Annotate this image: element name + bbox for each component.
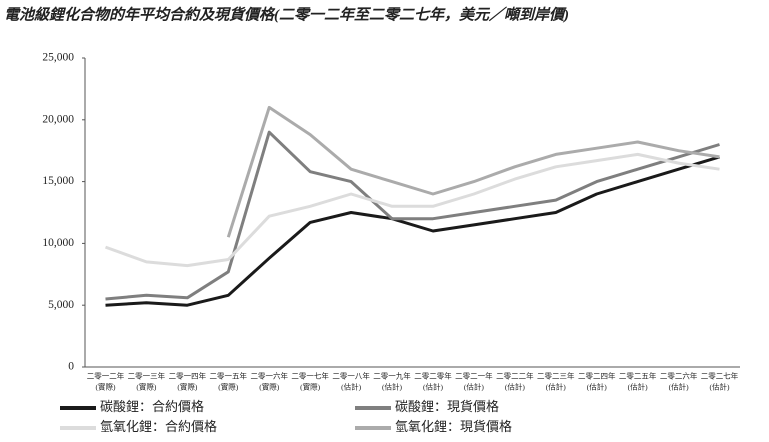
- x-tick-label: (估計): [423, 382, 443, 392]
- x-tick-label: (估計): [710, 382, 730, 392]
- x-tick-label: (估計): [382, 382, 402, 392]
- series-line: [105, 155, 720, 307]
- x-tick-label: (估計): [669, 382, 689, 392]
- series-line: [226, 105, 720, 238]
- x-tick-label: 二零二一年: [455, 371, 493, 381]
- x-tick-label: (實際): [177, 382, 197, 392]
- x-tick-label: (估計): [587, 382, 607, 392]
- legend-label: 氫氧化鋰：現貨價格: [395, 419, 512, 434]
- y-tick-label: 15,000: [42, 175, 74, 187]
- x-tick-label: 二零二七年: [701, 371, 739, 381]
- x-tick-label: (實際): [259, 382, 279, 392]
- x-tick-label: 二零二六年: [660, 371, 698, 381]
- x-tick-label: 二零二零年: [414, 371, 452, 381]
- x-tick-label: 二零二三年: [537, 371, 575, 381]
- legend-label: 碳酸鋰：合約價格: [100, 399, 204, 414]
- legend-label: 碳酸鋰：現貨價格: [395, 399, 499, 414]
- series-line: [105, 130, 720, 301]
- legend-label: 氫氧化鋰：合約價格: [100, 419, 217, 434]
- x-tick-label: (估計): [546, 382, 566, 392]
- x-tick-label: 二零一四年: [169, 371, 207, 381]
- x-tick-label: (估計): [464, 382, 484, 392]
- x-tick-label: 二零一八年: [332, 371, 370, 381]
- y-tick-label: 5,000: [48, 299, 74, 311]
- y-tick-label: 20,000: [42, 113, 74, 125]
- y-tick-label: 0: [68, 361, 74, 373]
- y-tick-label: 10,000: [42, 237, 74, 249]
- x-tick-label: (實際): [95, 382, 115, 392]
- x-tick-label: 二零一七年: [291, 371, 329, 381]
- x-tick-label: 二零一五年: [210, 371, 248, 381]
- x-tick-label: 二零二五年: [619, 371, 657, 381]
- x-tick-label: 二零二四年: [578, 371, 616, 381]
- x-tick-label: (估計): [341, 382, 361, 392]
- x-tick-label: 二零一九年: [373, 371, 411, 381]
- x-tick-label: 二零一二年: [87, 371, 125, 381]
- x-tick-label: (實際): [300, 382, 320, 392]
- x-tick-label: 二零一六年: [250, 371, 288, 381]
- x-tick-label: (估計): [505, 382, 525, 392]
- x-tick-label: 二零二二年: [496, 371, 534, 381]
- x-tick-label: (估計): [628, 382, 648, 392]
- x-tick-label: (實際): [218, 382, 238, 392]
- y-tick-label: 25,000: [42, 52, 74, 64]
- x-tick-label: 二零一三年: [128, 371, 166, 381]
- chart-title: 電池級鋰化合物的年平均合約及現貨價格(二零一二年至二零二七年，美元／噸到岸價): [4, 5, 569, 23]
- x-tick-label: (實際): [136, 382, 156, 392]
- series-line: [104, 152, 720, 268]
